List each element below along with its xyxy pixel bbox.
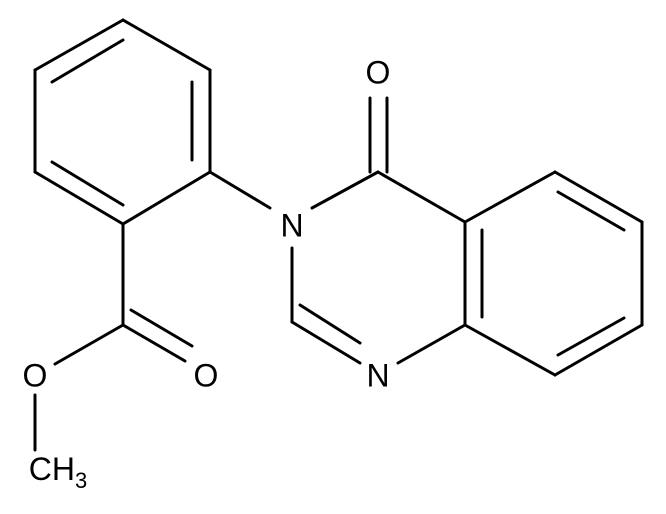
methyl-main: CH: [29, 451, 75, 487]
atom-label: N: [280, 207, 303, 243]
atom-label: O: [23, 357, 48, 393]
atom-label: CH3: [29, 451, 87, 492]
bonds: [33, 18, 644, 452]
atom-label: N: [366, 357, 389, 393]
atom-label: O: [194, 357, 219, 393]
methyl-sub: 3: [75, 468, 87, 493]
atom-label: O: [366, 54, 391, 90]
